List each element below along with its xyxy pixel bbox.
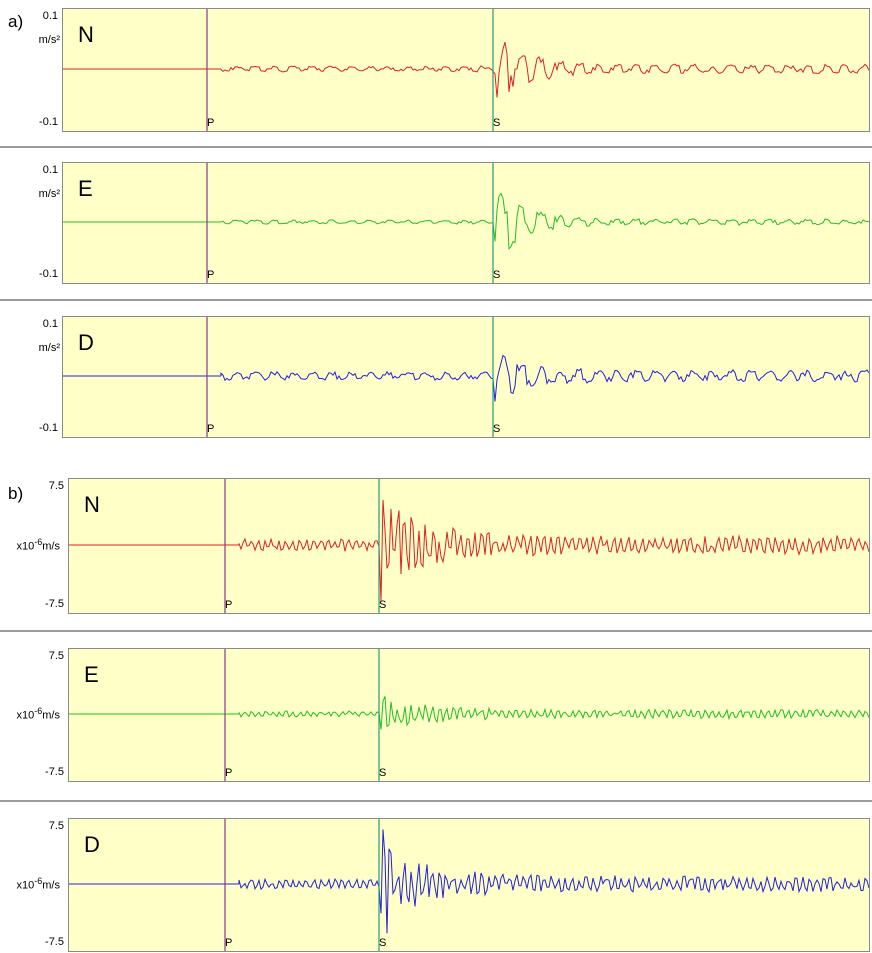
y-unit-label: m/s² (38, 34, 60, 46)
y-tick-bottom: -0.1 (39, 422, 58, 434)
component-label: N (84, 492, 100, 517)
p-arrival-label: P (225, 599, 233, 611)
p-arrival-label: P (225, 937, 233, 949)
y-tick-top: 7.5 (48, 820, 64, 832)
separator (0, 299, 872, 301)
trace-plot (63, 317, 869, 437)
y-unit-label: x10-6m/s (16, 876, 61, 892)
seismogram-panel-b-d (68, 818, 870, 952)
group-label-a: a) (8, 12, 24, 31)
p-arrival-label: P (207, 117, 215, 129)
p-arrival-label: P (207, 269, 215, 281)
s-arrival-label: S (493, 117, 501, 129)
seismogram-panel-b-e (68, 648, 870, 782)
p-arrival-label: P (225, 767, 233, 779)
y-unit-label: m/s² (38, 188, 60, 200)
s-arrival-label: S (379, 767, 387, 779)
component-label: E (78, 176, 93, 201)
trace-plot (63, 9, 869, 131)
seismogram-panel-b-n (68, 478, 870, 614)
y-tick-bottom: -0.1 (39, 116, 58, 128)
trace-plot (69, 479, 869, 613)
y-tick-bottom: -7.5 (45, 936, 64, 948)
separator (0, 630, 872, 632)
waveform-d (220, 354, 869, 402)
waveform-e (238, 696, 869, 730)
y-tick-top: 7.5 (48, 650, 64, 662)
trace-plot (63, 163, 869, 283)
p-arrival-label: P (207, 423, 215, 435)
component-label: D (78, 330, 94, 355)
waveform-n (238, 499, 869, 602)
seismogram-panel-a-e (62, 162, 870, 284)
s-arrival-label: S (379, 937, 387, 949)
waveform-e (220, 192, 869, 251)
s-arrival-label: S (493, 423, 501, 435)
y-unit-label: x10-6m/s (16, 537, 61, 553)
trace-plot (69, 819, 869, 951)
waveform-d (238, 829, 869, 934)
y-tick-top: 0.1 (42, 10, 58, 22)
y-tick-top: 0.1 (42, 318, 58, 330)
y-tick-top: 0.1 (42, 164, 58, 176)
component-label: D (84, 832, 100, 857)
s-arrival-label: S (379, 599, 387, 611)
trace-plot (69, 649, 869, 781)
y-unit-label: m/s² (38, 342, 60, 354)
separator (0, 800, 872, 802)
seismogram-panel-a-n (62, 8, 870, 132)
y-tick-bottom: -0.1 (39, 268, 58, 280)
group-label-b: b) (8, 484, 24, 503)
seismogram-panel-a-d (62, 316, 870, 438)
s-arrival-label: S (493, 269, 501, 281)
y-tick-bottom: -7.5 (45, 766, 64, 778)
waveform-n (220, 41, 869, 98)
component-label: E (84, 662, 99, 687)
y-tick-bottom: -7.5 (45, 598, 64, 610)
y-tick-top: 7.5 (48, 480, 64, 492)
y-unit-label: x10-6m/s (16, 706, 61, 722)
component-label: N (78, 22, 94, 47)
separator (0, 146, 872, 148)
